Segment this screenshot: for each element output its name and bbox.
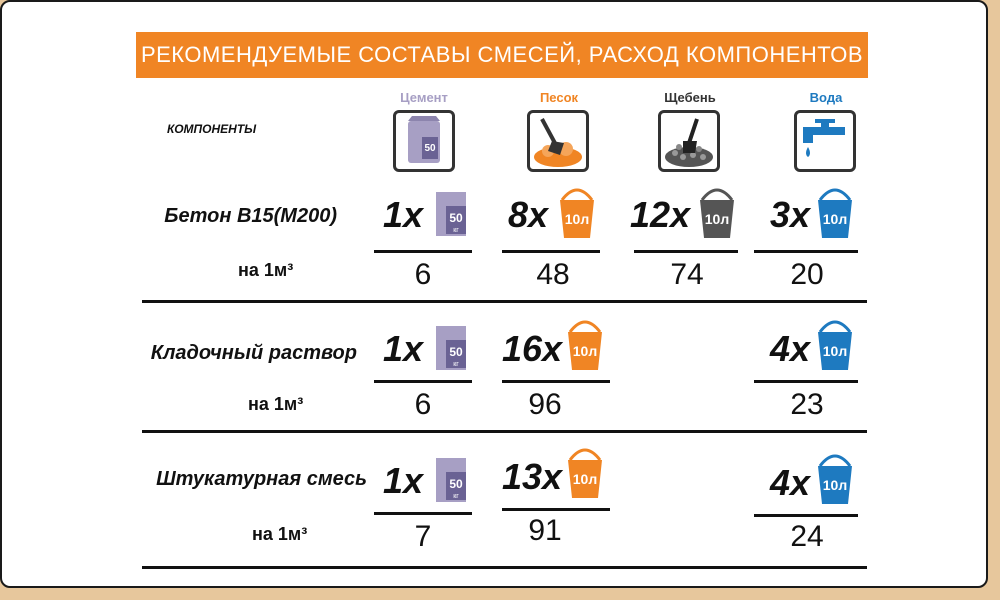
- column-header-cement: Цемент: [400, 90, 448, 105]
- cement-underline: [374, 512, 472, 515]
- water-multiplier: 3х: [770, 194, 811, 235]
- sand-value: 91: [528, 514, 562, 547]
- row-title-masonry: Кладочный раствор: [150, 342, 357, 364]
- sand-multiplier: 13х: [502, 456, 563, 497]
- cement-bag-icon: 50 кг: [436, 458, 466, 502]
- row-separator: [142, 300, 867, 303]
- svg-text:10л: 10л: [565, 211, 589, 227]
- svg-text:50: 50: [449, 211, 463, 225]
- sand-multiplier: 16х: [502, 328, 563, 369]
- row-separator: [142, 430, 867, 433]
- column-header-water: Вода: [809, 90, 843, 105]
- sand-underline: [502, 508, 610, 511]
- water-underline: [754, 250, 858, 253]
- svg-text:кг: кг: [453, 493, 459, 500]
- sand-underline: [502, 380, 610, 383]
- svg-text:10л: 10л: [573, 471, 597, 487]
- bottom-border: [0, 588, 1000, 600]
- gravel-shovel-icon: [658, 110, 720, 172]
- column-header-sand: Песок: [539, 90, 579, 105]
- cement-underline: [374, 250, 472, 253]
- svg-text:10л: 10л: [823, 477, 847, 493]
- per-m3-label: на 1м³: [248, 394, 304, 414]
- water-value: 23: [790, 388, 824, 421]
- svg-text:50: 50: [449, 477, 463, 491]
- sand-bucket-icon: 10л: [568, 320, 602, 370]
- sand-underline: [502, 250, 600, 253]
- gravel-underline: [634, 250, 738, 253]
- sand-shovel-icon: [527, 110, 589, 172]
- cement-multiplier: 1х: [383, 194, 424, 235]
- svg-text:кг: кг: [453, 361, 459, 368]
- per-m3-label: на 1м³: [252, 524, 308, 544]
- sand-value: 96: [528, 388, 562, 421]
- water-value: 24: [790, 520, 824, 553]
- water-multiplier: 4х: [770, 462, 811, 503]
- row-title-plaster: Штукатурная смесь: [156, 468, 367, 490]
- row-separator: [142, 566, 867, 569]
- sand-value: 48: [536, 258, 570, 291]
- water-value: 20: [790, 258, 824, 291]
- svg-text:10л: 10л: [705, 211, 729, 227]
- water-bucket-icon: 10л: [818, 320, 852, 370]
- sand-multiplier: 8х: [508, 194, 549, 235]
- svg-text:кг: кг: [453, 227, 459, 234]
- svg-text:50: 50: [449, 345, 463, 359]
- recipe-card: РЕКОМЕНДУЕМЫЕ СОСТАВЫ СМЕСЕЙ, РАСХОД КОМ…: [0, 0, 988, 588]
- cement-bag-icon: 50 кг: [436, 326, 466, 370]
- water-multiplier: 4х: [770, 328, 811, 369]
- water-underline: [754, 380, 858, 383]
- gravel-bucket-icon: 10л: [700, 188, 734, 238]
- cement-underline: [374, 380, 472, 383]
- per-m3-label: на 1м³: [238, 260, 294, 280]
- column-header-gravel: Щебень: [664, 90, 716, 105]
- cement-value: 6: [414, 258, 432, 291]
- water-bucket-icon: 10л: [818, 188, 852, 238]
- svg-text:10л: 10л: [823, 343, 847, 359]
- svg-text:50: 50: [424, 143, 436, 154]
- water-tap-icon: [794, 110, 856, 172]
- components-label: КОМПОНЕНТЫ: [167, 122, 257, 136]
- cement-bag-icon: 50: [393, 110, 455, 172]
- gravel-multiplier: 12х: [630, 194, 691, 235]
- svg-text:10л: 10л: [573, 343, 597, 359]
- gravel-value: 74: [670, 258, 704, 291]
- svg-text:10л: 10л: [823, 211, 847, 227]
- cement-multiplier: 1х: [383, 460, 424, 501]
- sand-bucket-icon: 10л: [568, 448, 602, 498]
- water-bucket-icon: 10л: [818, 454, 852, 504]
- cement-bag-icon: 50 кг: [436, 192, 466, 236]
- title-banner: РЕКОМЕНДУЕМЫЕ СОСТАВЫ СМЕСЕЙ, РАСХОД КОМ…: [136, 32, 868, 78]
- cement-value: 6: [414, 388, 432, 421]
- row-title-concrete: Бетон В15(М200): [164, 205, 337, 227]
- cement-value: 7: [414, 520, 432, 553]
- cement-multiplier: 1х: [383, 328, 424, 369]
- water-underline: [754, 514, 858, 517]
- sand-bucket-icon: 10л: [560, 188, 594, 238]
